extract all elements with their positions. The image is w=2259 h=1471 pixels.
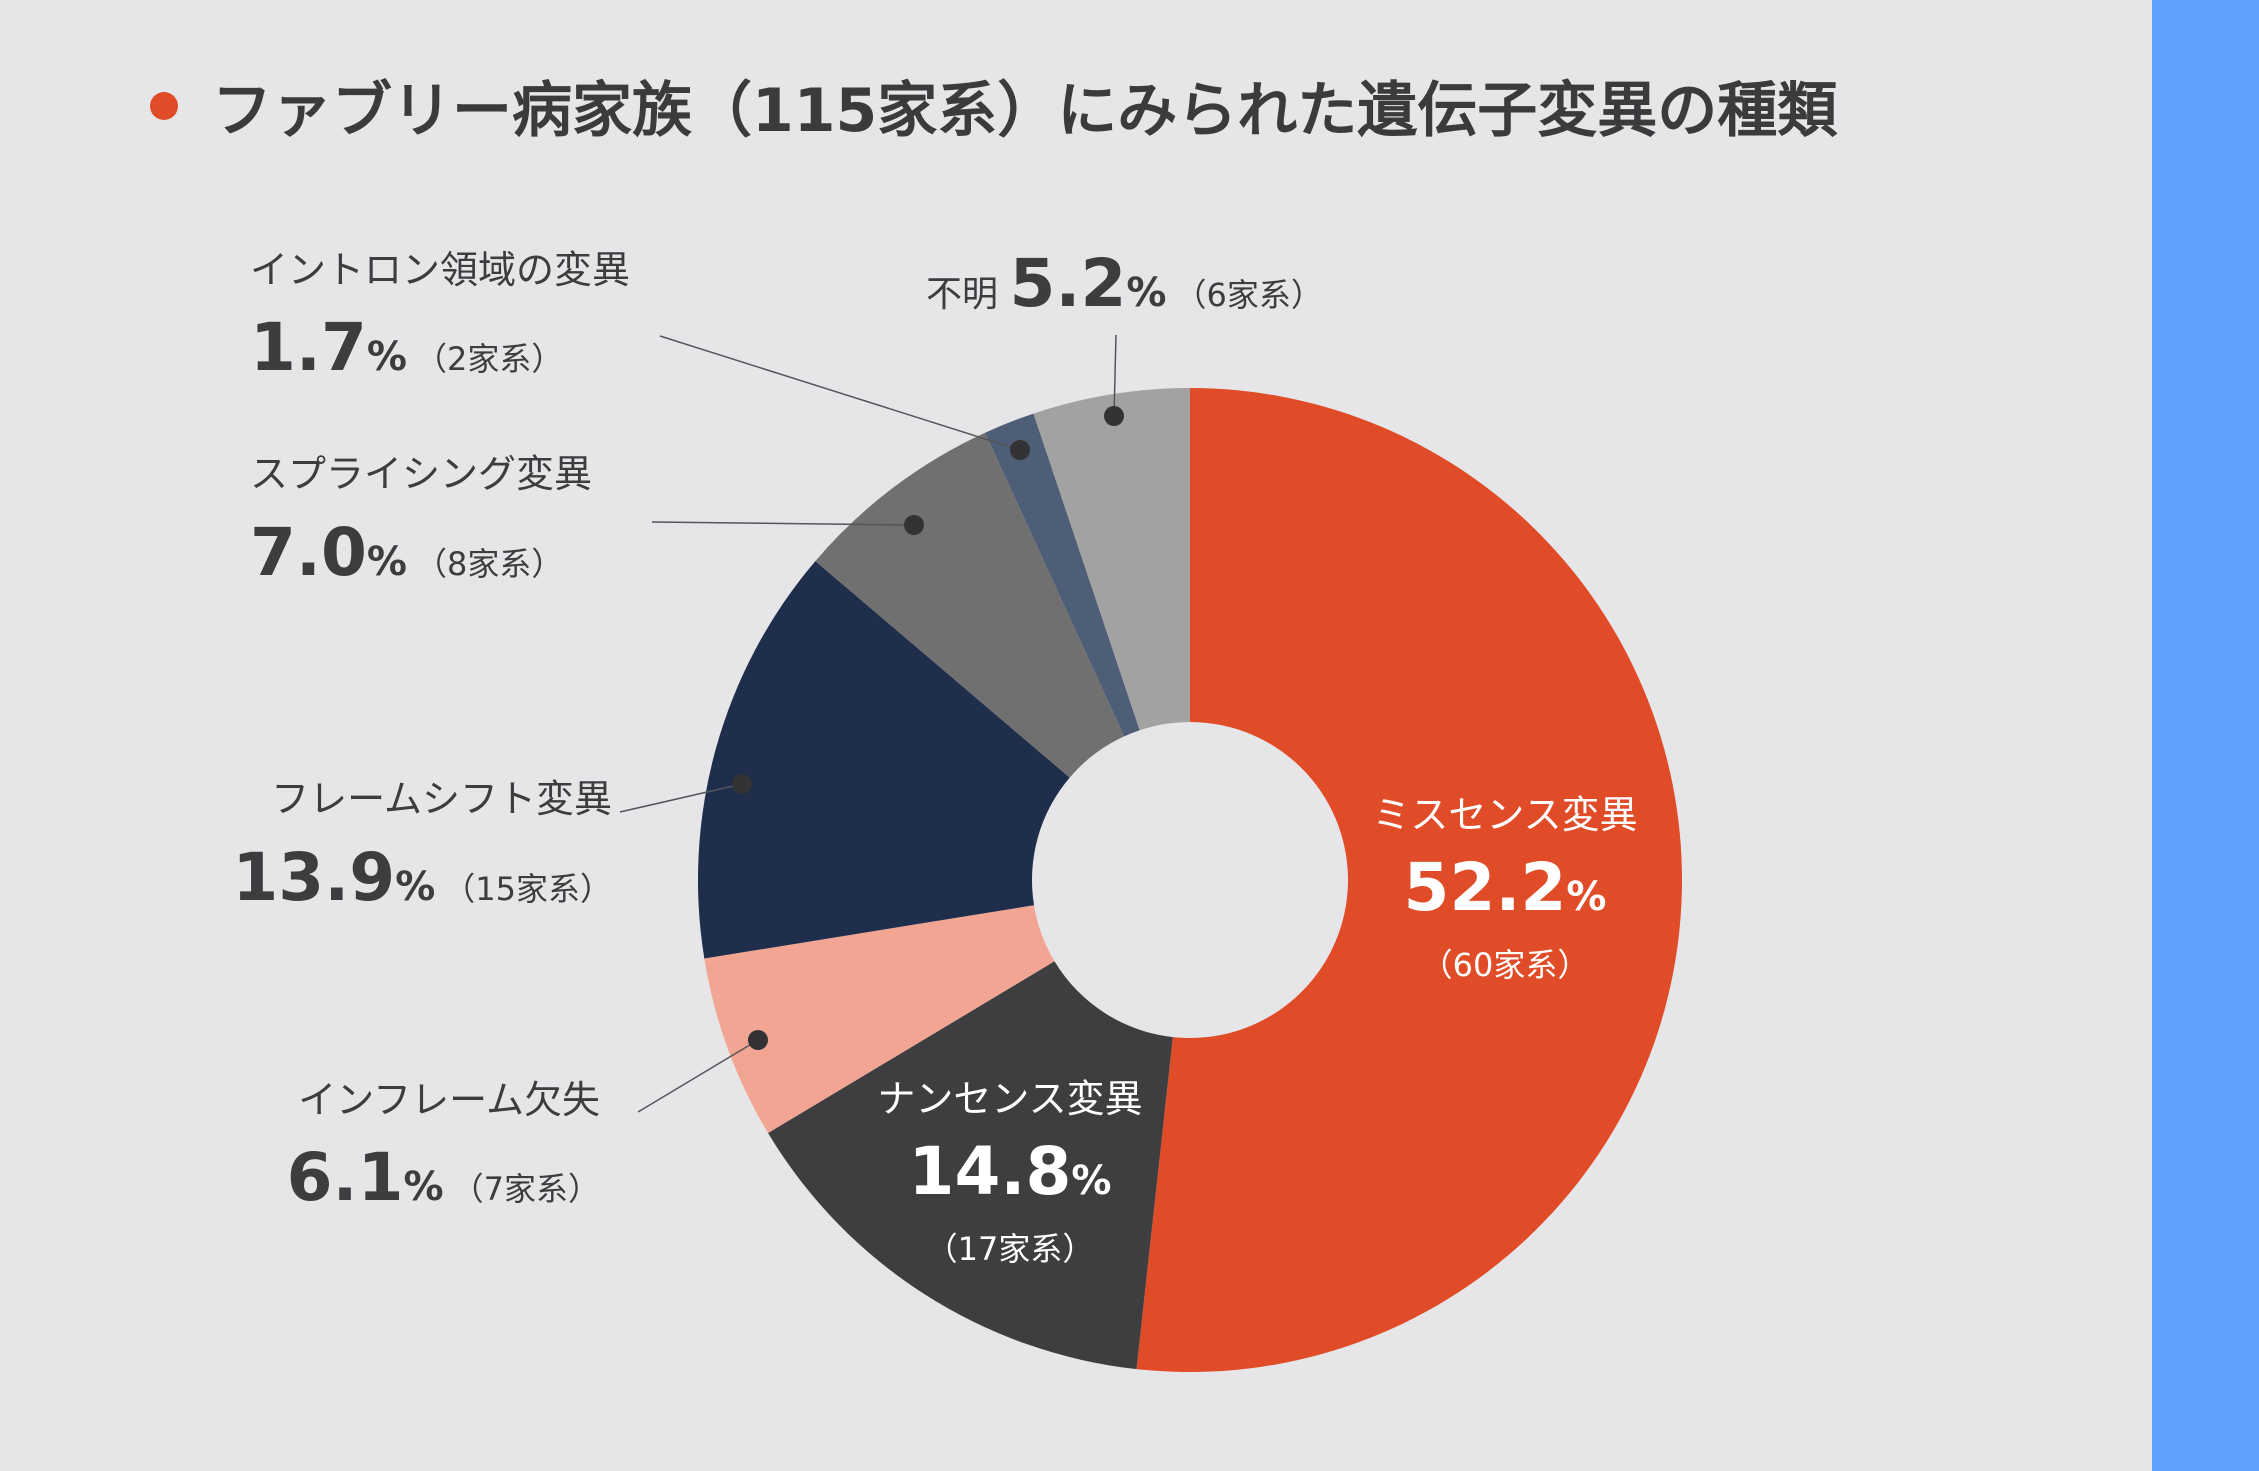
slice-6-leader-dot [1010,440,1030,460]
slice-3-leader-line [637,1039,759,1113]
slice-4-leader-dot [732,774,752,794]
donut-chart: ミスセンス変異 52.2% （60家系） ナンセンス変異 14.8% （17家系） インフレ… [232,245,1682,1372]
slice-5-percent: 7.0% （8家系） [250,514,563,591]
slice-3-leader-dot [748,1030,768,1050]
donut-slice-3 [704,905,1055,1134]
slice-5-label: スプライシング変異 [250,452,592,496]
slice-5-leader-line [651,521,915,526]
chart-title: ファブリー病家族（115家系）にみられた遺伝子変異の種類 [212,76,1838,146]
slice-4-leader-line [619,783,743,813]
slice-4-label: フレームシフト変異 [271,777,612,821]
slice-5-leader-dot [904,515,924,535]
donut-slice-7 [1033,388,1190,731]
donut-slice-6 [985,413,1140,737]
slice-2-percent: 14.8% [909,1133,1112,1210]
slice-1-percent: 52.2% [1404,849,1607,926]
title-bullet-dot [150,91,178,120]
chart-header: ファブリー病家族（115家系）にみられた遺伝子変異の種類 [150,62,1837,149]
donut-slice-2 [768,961,1173,1370]
donut-slice-4 [697,561,1070,959]
slice-6-leader-line [659,335,1021,451]
slice-1-count: （60家系） [1421,946,1590,984]
slice-7-leader-dot [1104,406,1124,426]
slice-1-label: ミスセンス変異 [1372,793,1637,837]
slice-7-label: 不明 5.2% （6家系） [926,245,1323,322]
slice-6-percent: 1.7% （2家系） [250,309,563,386]
slice-2-count: （17家系） [926,1230,1095,1268]
slice-3-percent: 6.1% （7家系） [287,1139,600,1216]
slice-2-label: ナンセンス変異 [877,1077,1142,1121]
slice-7-leader-line [1113,334,1117,417]
donut-slice-5 [815,432,1125,778]
side-accent-bar [2152,0,2259,1471]
slice-4-percent: 13.9% （15家系） [232,839,612,916]
slice-3-label: インフレーム欠失 [298,1078,600,1122]
slice-6-label: イントロン領域の変異 [250,248,630,292]
donut-slice-1 [1136,388,1682,1372]
